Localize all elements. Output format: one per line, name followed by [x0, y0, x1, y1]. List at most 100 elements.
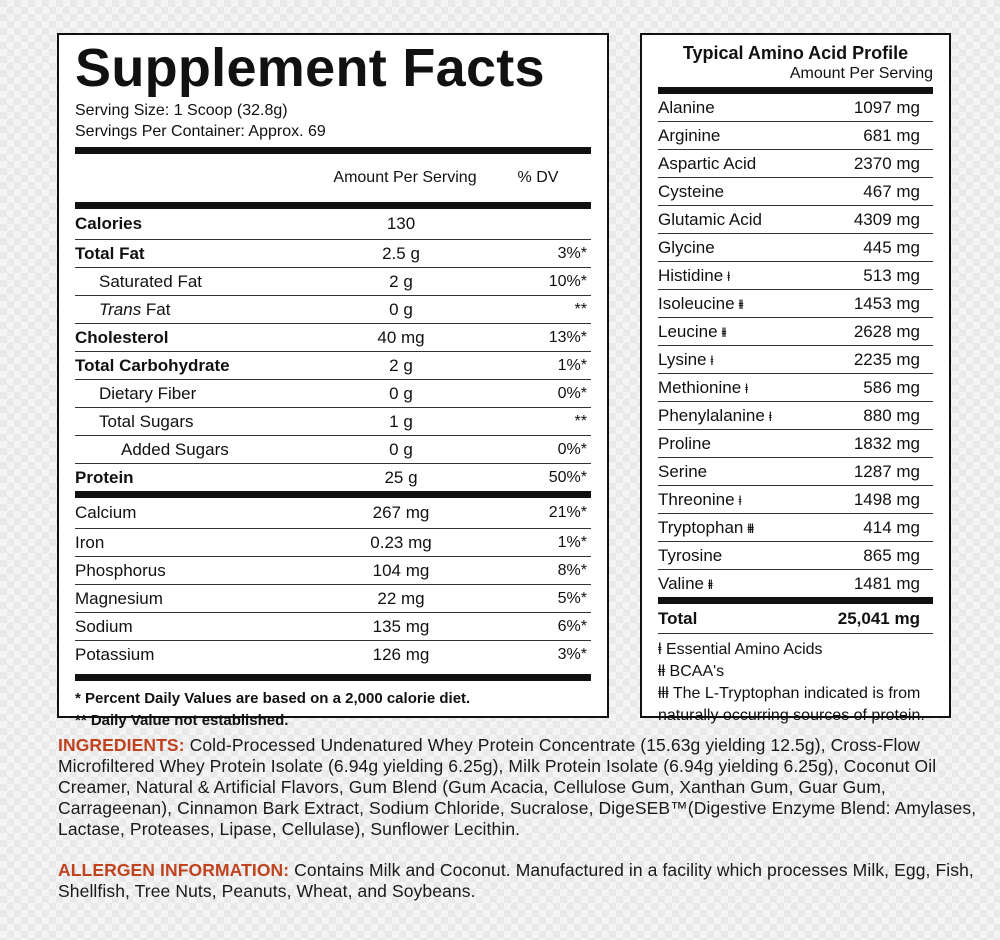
amino-name: Phenylalanine	[658, 405, 765, 425]
amino-row-cysteine: Cysteine 467 mg	[658, 177, 933, 205]
amino-amount: 865 mg	[863, 545, 920, 565]
amino-row-histidine: Histidine ⱡ 513 mg	[658, 261, 933, 289]
nutrient-row-sodium: Sodium 135 mg 6%*	[75, 612, 591, 640]
amino-amount: 1453 mg	[853, 293, 920, 313]
amino-amount: 1097 mg	[853, 97, 920, 117]
amino-profile-subtitle: Amount Per Serving	[789, 65, 933, 82]
nutrient-row-calories: Calories 130	[75, 202, 591, 239]
amino-total-row: Total 25,041 mg	[658, 597, 933, 634]
amino-name: Serine	[658, 461, 708, 481]
amino-amount: 586 mg	[863, 377, 920, 397]
amino-row-glutamic-acid: Glutamic Acid 4309 mg	[658, 205, 933, 233]
amino-row-tryptophan: Tryptophan ⱡⱡⱡ 414 mg	[658, 513, 933, 541]
nutrient-row-magnesium: Magnesium 22 mg 5%*	[75, 584, 591, 612]
nutrient-row-calcium: Calcium 267 mg 21%*	[75, 491, 591, 528]
amount-per-serving-header: Amount Per Serving	[333, 169, 477, 186]
amino-name: Alanine	[658, 97, 715, 117]
ingredients-text: Cold-Processed Undenatured Whey Protein …	[58, 735, 977, 839]
amino-name: Threonine	[658, 489, 735, 509]
nutrient-row-cholesterol: Cholesterol 40 mg 13%*	[75, 323, 591, 351]
amino-name: Cysteine	[658, 181, 725, 201]
amino-name: Tryptophan	[658, 517, 744, 537]
amino-row-phenylalanine: Phenylalanine ⱡ 880 mg	[658, 401, 933, 429]
amino-row-methionine: Methionine ⱡ 586 mg	[658, 373, 933, 401]
amino-marker: ⱡ	[745, 380, 748, 396]
amino-row-aspartic-acid: Aspartic Acid 2370 mg	[658, 149, 933, 177]
amino-amount: 4309 mg	[853, 209, 920, 229]
allergen-label: ALLERGEN INFORMATION:	[58, 860, 290, 880]
facts-footnotes: * Percent Daily Values are based on a 2,…	[75, 674, 591, 732]
amino-marker: ⱡ	[727, 268, 730, 284]
amino-amount: 1481 mg	[853, 573, 920, 593]
amino-row-tyrosine: Tyrosine 865 mg	[658, 541, 933, 569]
amino-amount: 414 mg	[863, 517, 920, 537]
nutrient-row-dietary-fiber: Dietary Fiber 0 g 0%*	[75, 379, 591, 407]
amino-row-alanine: Alanine 1097 mg	[658, 94, 933, 121]
amino-name: Glycine	[658, 237, 715, 257]
allergen-paragraph: ALLERGEN INFORMATION: Contains Milk and …	[58, 860, 988, 902]
amino-name: Glutamic Acid	[658, 209, 762, 229]
amino-amount: 2235 mg	[853, 349, 920, 369]
nutrient-row-protein: Protein 25 g 50%*	[75, 463, 591, 491]
amino-name: Isoleucine	[658, 293, 735, 313]
amino-marker: ⱡ	[710, 352, 714, 368]
amino-notes: ⱡ Essential Amino Acids ⱡⱡ BCAA's ⱡⱡⱡ Th…	[658, 639, 933, 727]
nutrient-row-potassium: Potassium 126 mg 3%*	[75, 640, 591, 668]
amino-amount: 1832 mg	[853, 433, 920, 453]
amino-name: Leucine	[658, 321, 718, 341]
allergen-text: Contains Milk and Coconut. Manufactured …	[58, 860, 974, 901]
amino-amount: 880 mg	[863, 405, 920, 425]
amino-row-arginine: Arginine 681 mg	[658, 121, 933, 149]
amino-name: Arginine	[658, 125, 721, 145]
nutrient-row-added-sugars: Added Sugars 0 g 0%*	[75, 435, 591, 463]
ingredients-paragraph: INGREDIENTS: Cold-Processed Undenatured …	[58, 735, 988, 840]
amino-row-leucine: Leucine ⱡⱡ 2628 mg	[658, 317, 933, 345]
note-essential-amino-acids: ⱡ Essential Amino Acids	[658, 641, 823, 658]
amino-row-lysine: Lysine ⱡ 2235 mg	[658, 345, 933, 373]
amino-name: Proline	[658, 433, 711, 453]
amino-name: Aspartic Acid	[658, 153, 757, 173]
supplement-facts-panel: Supplement Facts Serving Size: 1 Scoop (…	[57, 33, 609, 729]
amino-row-serine: Serine 1287 mg	[658, 457, 933, 485]
amino-name: Lysine	[658, 349, 707, 369]
nutrient-row-trans-fat: Trans Fat 0 g **	[75, 295, 591, 323]
nutrient-row-total-fat: Total Fat 2.5 g 3%*	[75, 239, 591, 267]
supplement-facts-title: Supplement Facts	[75, 38, 545, 98]
amino-marker: ⱡ	[768, 408, 772, 424]
nutrient-row-iron: Iron 0.23 mg 1%*	[75, 528, 591, 556]
nutrient-row-phosphorus: Phosphorus 104 mg 8%*	[75, 556, 591, 584]
amino-amount: 467 mg	[863, 181, 920, 201]
amino-name: Histidine	[658, 265, 724, 285]
footnote-daily-values: * Percent Daily Values are based on a 2,…	[75, 690, 471, 707]
nutrient-row-saturated-fat: Saturated Fat 2 g 10%*	[75, 267, 591, 295]
amino-name: Valine	[658, 573, 704, 593]
amino-row-isoleucine: Isoleucine ⱡⱡ 1453 mg	[658, 289, 933, 317]
amino-acid-list: Alanine 1097 mg Arginine 681 mg Aspartic Aci…	[658, 87, 933, 597]
dv-header: % DV	[517, 169, 559, 186]
note-tryptophan: ⱡⱡⱡ The L-Tryptophan indicated is from n…	[658, 685, 925, 724]
amino-amount: 2370 mg	[853, 153, 920, 173]
amino-marker: ⱡⱡ	[721, 324, 727, 340]
amino-amount: 1498 mg	[853, 489, 920, 509]
amino-row-valine: Valine ⱡⱡ 1481 mg	[658, 569, 933, 597]
amino-amount: 513 mg	[863, 265, 920, 285]
amino-acid-profile-panel: Typical Amino Acid Profile Amount Per Se…	[640, 33, 951, 724]
amino-amount: 445 mg	[863, 237, 920, 257]
amino-profile-title: Typical Amino Acid Profile	[682, 43, 909, 63]
amino-marker: ⱡ	[738, 492, 742, 508]
amino-row-glycine: Glycine 445 mg	[658, 233, 933, 261]
amino-amount: 681 mg	[863, 125, 920, 145]
nutrient-row-total-sugars: Total Sugars 1 g **	[75, 407, 591, 435]
amino-amount: 1287 mg	[853, 461, 920, 481]
nutrient-row-total-carbohydrate: Total Carbohydrate 2 g 1%*	[75, 351, 591, 379]
note-bcaa: ⱡⱡ BCAA's	[658, 663, 725, 680]
amino-name: Tyrosine	[658, 545, 723, 565]
amino-name: Methionine	[658, 377, 742, 397]
amino-marker: ⱡⱡ	[738, 296, 744, 312]
servings-per-container: Servings Per Container: Approx. 69	[75, 123, 326, 140]
amino-row-threonine: Threonine ⱡ 1498 mg	[658, 485, 933, 513]
amino-marker: ⱡⱡ	[708, 576, 713, 592]
amino-marker: ⱡⱡⱡ	[747, 520, 754, 536]
facts-header: Amount Per Serving % DV	[75, 147, 591, 202]
amino-row-proline: Proline 1832 mg	[658, 429, 933, 457]
